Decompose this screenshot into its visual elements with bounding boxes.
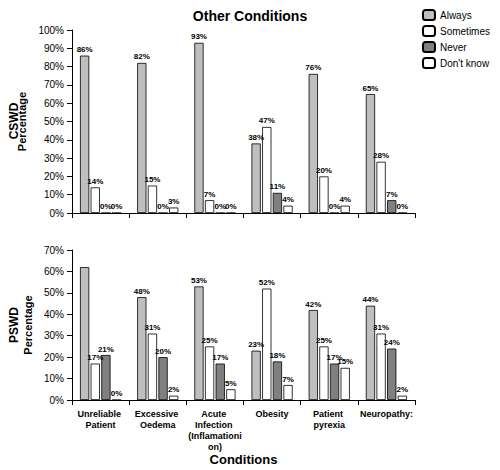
svg-text:0%: 0%	[50, 208, 65, 219]
svg-text:70%: 70%	[44, 79, 64, 90]
svg-text:65%: 65%	[362, 84, 378, 93]
svg-text:17%: 17%	[87, 353, 103, 362]
svg-text:Acute: Acute	[201, 409, 229, 419]
svg-text:40%: 40%	[44, 309, 64, 320]
svg-text:4%: 4%	[282, 195, 294, 204]
svg-text:5%: 5%	[225, 379, 237, 388]
svg-text:14%: 14%	[87, 177, 103, 186]
svg-text:Excessive: Excessive	[135, 409, 181, 419]
svg-text:25%: 25%	[316, 336, 332, 345]
svg-text:86%: 86%	[77, 45, 93, 54]
svg-text:17%: 17%	[326, 353, 343, 363]
svg-text:2%: 2%	[397, 385, 409, 394]
svg-text:15%: 15%	[144, 175, 160, 184]
svg-text:20%: 20%	[316, 166, 332, 175]
svg-text:70%: 70%	[44, 245, 64, 256]
svg-text:Obesity: Obesity	[256, 409, 289, 419]
svg-text:0%: 0%	[397, 202, 409, 211]
svg-text:0%: 0%	[50, 395, 65, 406]
svg-text:Infection: Infection	[195, 420, 235, 430]
svg-text:53%: 53%	[191, 276, 207, 285]
svg-text:7%: 7%	[386, 190, 398, 199]
svg-text:Never: Never	[440, 42, 467, 53]
svg-text:23%: 23%	[248, 340, 264, 349]
svg-text:Don't know: Don't know	[440, 58, 490, 69]
svg-text:90%: 90%	[44, 43, 64, 54]
svg-text:PSWD: PSWD	[7, 307, 21, 343]
svg-text:82%: 82%	[134, 52, 150, 61]
svg-text:76%: 76%	[305, 63, 321, 72]
svg-text:7%: 7%	[204, 190, 216, 199]
svg-text:Conditions: Conditions	[210, 452, 278, 467]
svg-text:on): on)	[208, 442, 222, 452]
svg-text:0%: 0%	[157, 202, 169, 212]
svg-text:15%: 15%	[337, 357, 353, 366]
svg-text:Oedema: Oedema	[140, 420, 177, 430]
svg-text:47%: 47%	[259, 116, 275, 125]
svg-text:4%: 4%	[339, 195, 351, 204]
svg-text:30%: 30%	[44, 330, 64, 341]
svg-text:20%: 20%	[155, 347, 171, 356]
svg-text:52%: 52%	[259, 278, 275, 287]
svg-text:48%: 48%	[134, 287, 150, 296]
svg-text:38%: 38%	[248, 133, 264, 142]
svg-text:(Inflamationi: (Inflamationi	[188, 431, 242, 441]
svg-text:93%: 93%	[191, 32, 207, 41]
svg-text:31%: 31%	[373, 323, 389, 332]
svg-text:0%: 0%	[328, 202, 341, 212]
svg-text:100%: 100%	[38, 25, 64, 36]
svg-text:CSWD: CSWD	[7, 102, 21, 140]
svg-text:25%: 25%	[202, 336, 218, 345]
svg-text:Patient: Patient	[313, 409, 346, 419]
svg-text:80%: 80%	[44, 61, 64, 72]
svg-text:10%: 10%	[44, 373, 64, 384]
svg-text:10%: 10%	[44, 189, 64, 200]
svg-text:7%: 7%	[282, 375, 294, 384]
svg-text:50%: 50%	[44, 287, 64, 298]
svg-text:0%: 0%	[214, 202, 226, 212]
svg-text:17%: 17%	[212, 353, 228, 362]
svg-text:60%: 60%	[44, 98, 64, 109]
svg-text:24%: 24%	[384, 338, 400, 347]
svg-text:Unreliable: Unreliable	[78, 409, 124, 419]
svg-text:30%: 30%	[44, 153, 64, 164]
svg-text:50%: 50%	[44, 116, 64, 127]
svg-text:31%: 31%	[144, 323, 160, 332]
svg-text:0%: 0%	[111, 202, 123, 211]
svg-text:40%: 40%	[44, 134, 64, 145]
svg-text:Sometimes: Sometimes	[440, 26, 490, 37]
svg-text:0%: 0%	[111, 389, 123, 398]
svg-text:Neuropathy:: Neuropathy:	[360, 409, 413, 419]
svg-text:0%: 0%	[225, 202, 237, 211]
svg-text:28%: 28%	[373, 151, 389, 160]
svg-text:21%: 21%	[98, 345, 114, 354]
svg-text:2%: 2%	[168, 385, 180, 394]
svg-text:44%: 44%	[362, 295, 378, 304]
svg-text:Other Conditions: Other Conditions	[193, 8, 308, 24]
svg-text:3%: 3%	[168, 197, 180, 206]
svg-text:Percentage: Percentage	[22, 295, 34, 354]
svg-text:11%: 11%	[270, 182, 286, 191]
svg-text:18%: 18%	[269, 351, 285, 360]
svg-text:Always: Always	[440, 10, 472, 21]
svg-text:42%: 42%	[305, 300, 321, 309]
svg-text:20%: 20%	[44, 352, 64, 363]
svg-text:60%: 60%	[44, 266, 64, 277]
svg-text:pyrexia: pyrexia	[313, 420, 346, 430]
svg-text:0%: 0%	[100, 202, 112, 212]
svg-text:20%: 20%	[44, 171, 64, 182]
svg-text:Patient: Patient	[86, 420, 116, 430]
svg-text:Percentage: Percentage	[16, 92, 28, 151]
